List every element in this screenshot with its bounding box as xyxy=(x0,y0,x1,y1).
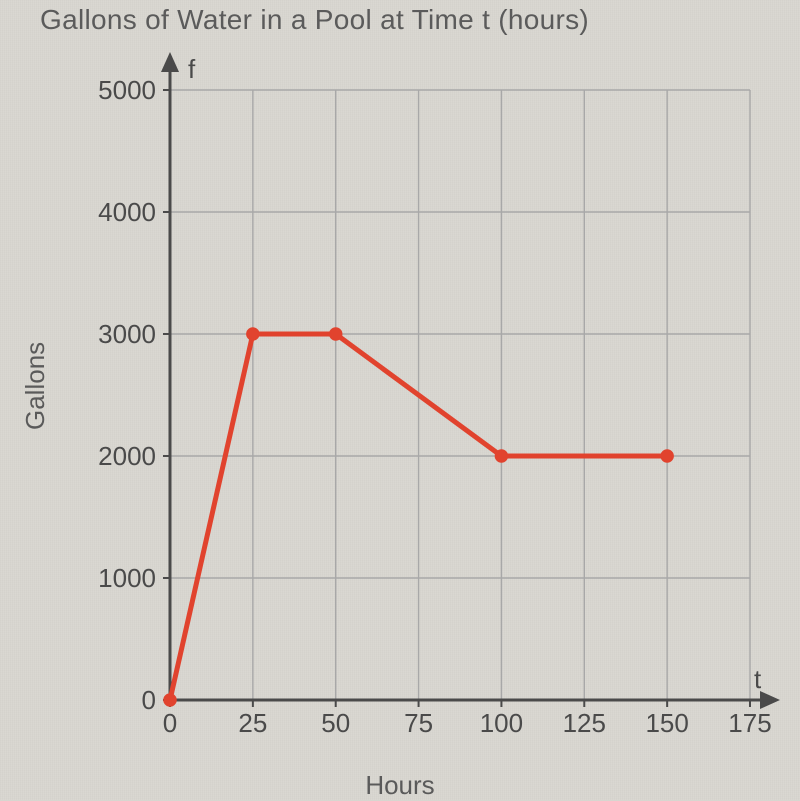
y-axis-top-label: f xyxy=(188,54,196,84)
x-axis-right-label: t xyxy=(754,664,762,694)
chart-area: 0 25 50 75 100 125 150 175 0 1000 2000 3000 4000 5000… xyxy=(0,0,800,800)
y-tick-label: 1000 xyxy=(98,563,156,593)
data-point xyxy=(164,694,176,706)
y-axis-arrow xyxy=(161,52,179,72)
x-tick-label: 25 xyxy=(238,708,267,738)
y-tick-label: 5000 xyxy=(98,75,156,105)
data-point xyxy=(330,328,342,340)
data-point xyxy=(495,450,507,462)
x-tick-label: 0 xyxy=(163,708,177,738)
x-tick-label: 175 xyxy=(728,708,771,738)
chart-svg: 0 25 50 75 100 125 150 175 0 1000 2000 3000 4000 5000… xyxy=(0,0,800,800)
x-tick-label: 150 xyxy=(645,708,688,738)
y-tick-label: 2000 xyxy=(98,441,156,471)
data-point xyxy=(247,328,259,340)
x-axis-arrow xyxy=(760,691,780,709)
x-tick-label: 100 xyxy=(480,708,523,738)
x-tick-label: 125 xyxy=(563,708,606,738)
y-tick-label: 4000 xyxy=(98,197,156,227)
x-tick-label: 75 xyxy=(404,708,433,738)
data-point xyxy=(661,450,673,462)
y-tick-label: 3000 xyxy=(98,319,156,349)
x-tick-label: 50 xyxy=(321,708,350,738)
y-tick-label: 0 xyxy=(142,685,156,715)
